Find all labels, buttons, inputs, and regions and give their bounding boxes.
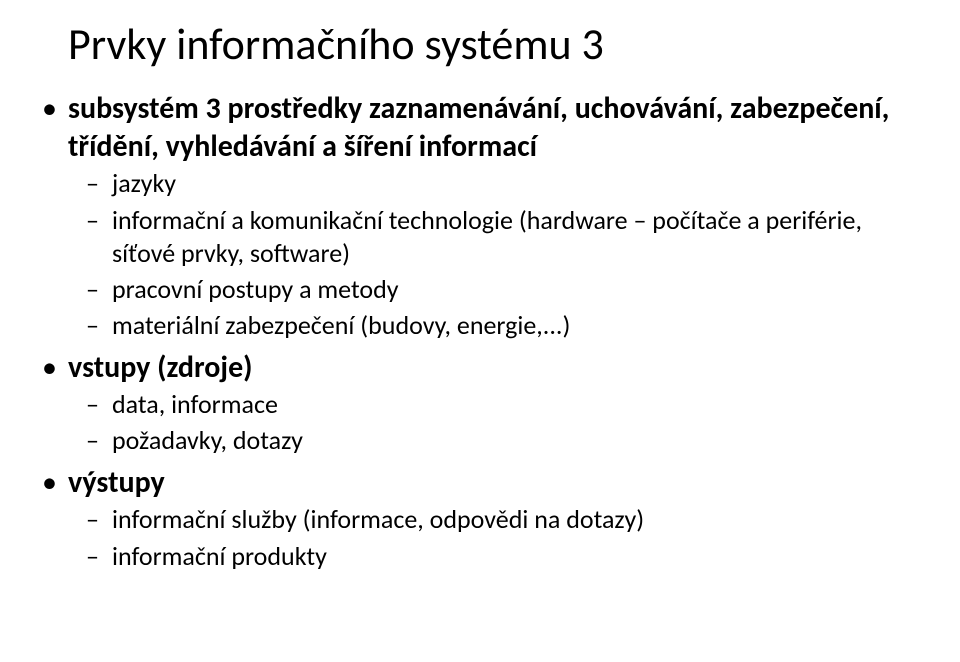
sub-item: informační služby (informace, odpovědi n… — [86, 503, 920, 536]
sub-item: informační produkty — [86, 540, 920, 573]
bullet-item-inputs: vstupy (zdroje) data, informace požadavk… — [40, 349, 920, 458]
bullet-text: subsystém 3 prostředky zaznamenávání, uc… — [68, 90, 889, 165]
sub-list: jazyky informační a komunikační technolo… — [86, 167, 920, 342]
bullet-item-subsystem3: subsystém 3 prostředky zaznamenávání, uc… — [40, 90, 920, 342]
bullet-text: výstupy — [68, 464, 165, 501]
bullet-text: vstupy (zdroje) — [68, 349, 253, 386]
sub-item: informační a komunikační technologie (ha… — [86, 204, 920, 271]
sub-item: požadavky, dotazy — [86, 424, 920, 457]
slide-title: Prvky informačního systému 3 — [68, 20, 920, 68]
sub-text: jazyky — [112, 167, 176, 199]
sub-item: pracovní postupy a metody — [86, 273, 920, 306]
sub-item: jazyky — [86, 167, 920, 200]
sub-text: data, informace — [112, 388, 278, 420]
sub-list: data, informace požadavky, dotazy — [86, 388, 920, 458]
sub-item: materiální zabezpečení (budovy, energie,… — [86, 309, 920, 342]
sub-text: požadavky, dotazy — [112, 424, 303, 456]
slide: Prvky informačního systému 3 subsystém 3… — [0, 0, 960, 662]
sub-item: data, informace — [86, 388, 920, 421]
sub-text: materiální zabezpečení (budovy, energie,… — [112, 309, 570, 341]
sub-text: informační a komunikační technologie (ha… — [112, 204, 862, 269]
sub-text: pracovní postupy a metody — [112, 273, 399, 305]
bullet-list: subsystém 3 prostředky zaznamenávání, uc… — [40, 90, 920, 572]
sub-text: informační produkty — [112, 540, 327, 572]
bullet-item-outputs: výstupy informační služby (informace, od… — [40, 464, 920, 573]
sub-text: informační služby (informace, odpovědi n… — [112, 503, 644, 535]
sub-list: informační služby (informace, odpovědi n… — [86, 503, 920, 573]
